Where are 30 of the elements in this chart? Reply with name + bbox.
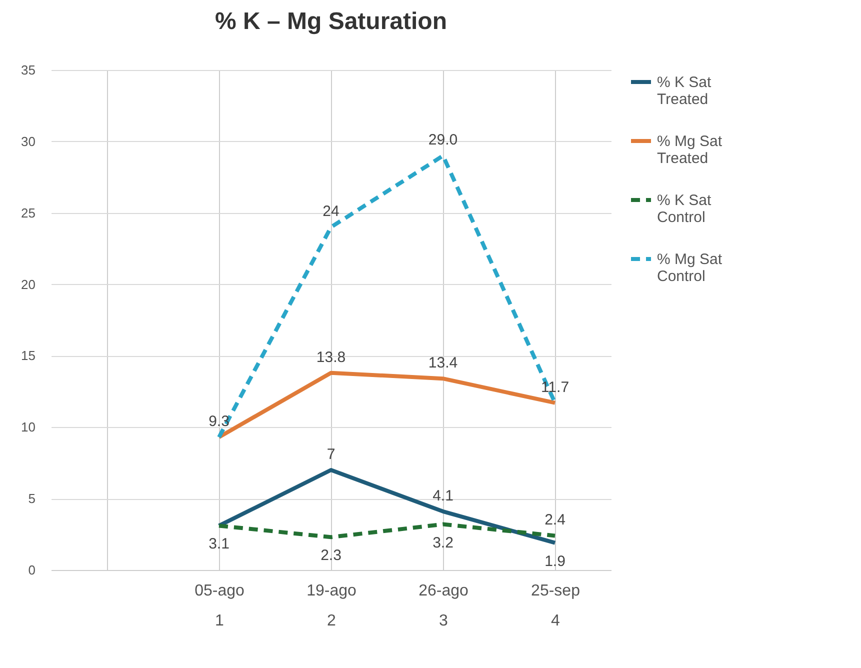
data-label: 3.1 — [208, 536, 230, 553]
legend-label: % K Sat Control — [657, 192, 712, 226]
legend-label: % Mg Sat Treated — [657, 133, 723, 167]
data-label: 4.1 — [432, 487, 454, 504]
y-tick-label: 20 — [21, 276, 36, 292]
data-label: 24 — [322, 203, 340, 220]
data-label: 1.9 — [544, 552, 566, 570]
data-label: 2.4 — [544, 512, 566, 529]
data-label: 13.4 — [428, 354, 458, 372]
y-tick-label: 5 — [28, 491, 36, 506]
chart-title: % K – Mg Saturation — [214, 8, 448, 35]
data-label: 13.8 — [316, 348, 346, 366]
x-tick-label: 19-ago 2 — [306, 582, 357, 630]
data-label: 9.3 — [208, 413, 230, 430]
y-tick-label: 25 — [21, 205, 36, 220]
y-tick-label: 15 — [21, 348, 36, 364]
y-tick-label: 0 — [28, 562, 36, 578]
legend-label: % K Sat Treated — [657, 74, 712, 108]
x-tick-label: 05-ago 1 — [194, 582, 245, 630]
x-tick-label: 26-ago 3 — [418, 582, 469, 630]
data-label: 7 — [326, 446, 336, 463]
x-tick-label: 25-sep 4 — [531, 582, 580, 630]
data-label: 3.2 — [432, 534, 454, 552]
y-tick-label: 30 — [21, 134, 36, 149]
data-label: 29.0 — [428, 132, 458, 149]
data-label: 2.3 — [320, 547, 342, 564]
y-tick-label: 10 — [21, 420, 36, 435]
data-label: 11.7 — [540, 378, 570, 396]
legend-label: % Mg Sat Control — [657, 251, 723, 285]
y-tick-label: 35 — [21, 62, 36, 78]
